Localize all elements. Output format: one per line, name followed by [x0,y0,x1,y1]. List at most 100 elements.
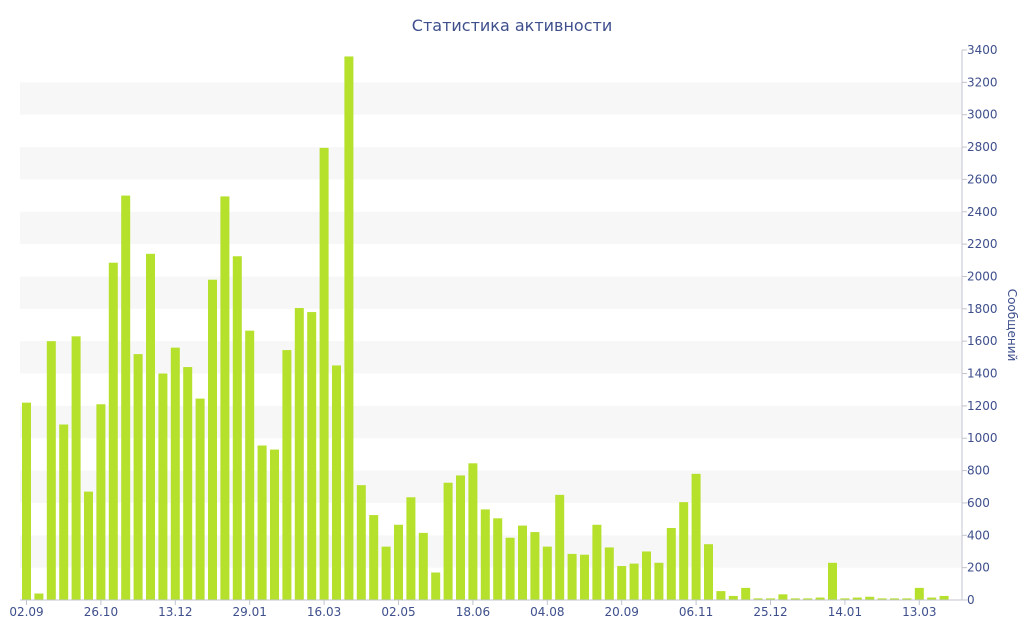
bar [927,597,937,600]
y-tick-label: 0 [967,593,975,607]
bar [518,525,527,600]
grid-band [20,82,962,115]
chart-title: Статистика активности [412,16,612,35]
bar [307,312,317,600]
y-tick-label: 1600 [967,334,998,348]
y-tick-label: 1200 [967,399,998,413]
x-tick-label: 16.03 [307,605,341,619]
bar [604,547,614,600]
x-tick-label: 26.10 [84,605,118,619]
bar [852,597,862,600]
bar [431,572,441,600]
bar [815,597,825,600]
bar [741,587,751,600]
x-tick-label: 06.11 [679,605,713,619]
y-tick-label: 200 [967,561,990,575]
bar [567,553,577,600]
bar [232,256,242,600]
y-tick-label: 3200 [967,75,998,89]
bar [84,491,93,600]
bar [418,532,428,600]
bar [381,546,391,600]
grid-band [20,211,962,245]
bar [493,518,503,600]
bar [34,593,44,600]
bar [778,594,788,600]
bar [108,262,118,600]
bar [183,367,193,600]
x-tick-label: 02.09 [9,605,43,619]
y-axis-ticks: 0 200 400 600 800 1000 1200 1400 1600 1800 2000 220… [962,43,998,607]
y-tick-label: 1000 [967,431,998,445]
bar [890,598,899,600]
bar [542,546,552,600]
bar [828,562,837,600]
bar [691,473,701,600]
bar [294,308,304,600]
x-tick-label: 04.08 [530,605,564,619]
grid-band [20,276,962,309]
x-tick-label: 29.01 [233,605,267,619]
bar [146,253,155,600]
bar [666,528,676,600]
grid-bands [20,82,962,568]
bar [914,587,924,600]
bar [344,56,354,601]
y-tick-label: 800 [967,464,990,478]
bar [59,424,69,600]
y-tick-label: 600 [967,496,990,510]
y-tick-label: 1400 [967,367,998,381]
bar [505,537,515,600]
bar [865,596,875,600]
y-axis-label: Сообщений [1005,289,1019,362]
x-tick-label: 25.12 [753,605,787,619]
bar [158,373,168,600]
bar [654,562,664,600]
x-tick-label: 13.12 [158,605,192,619]
bar [939,595,949,600]
y-tick-label: 2600 [967,172,998,186]
x-tick-label: 18.06 [456,605,490,619]
bar [394,524,403,600]
bar [716,591,726,600]
y-tick-label: 3000 [967,108,998,122]
bar [46,341,56,600]
bar [270,449,279,600]
bar [468,463,478,600]
bar [245,330,255,600]
bar [480,509,490,600]
bar [728,595,738,600]
grid-band [20,147,962,180]
bar [642,551,651,600]
bar [456,475,465,600]
x-axis-ticks: 02.09 26.10 13.12 29.01 16.03 02.05 18.06 04.08… [9,600,936,619]
bar [356,485,366,600]
bar [257,445,267,600]
bar [195,398,205,600]
bar [555,494,565,600]
bar [877,598,887,600]
grid-band [20,341,962,374]
y-tick-label: 2400 [967,205,998,219]
bar [71,336,81,600]
y-tick-label: 2800 [967,140,998,154]
bar [592,524,602,600]
bar [96,404,106,600]
bar [369,515,379,600]
x-tick-label: 20.09 [605,605,639,619]
bar [332,365,341,600]
y-tick-label: 3400 [967,43,998,57]
bar [530,532,540,600]
bar [790,598,800,600]
x-tick-label: 13.03 [902,605,936,619]
bar [208,279,217,600]
bar [121,195,131,600]
bar [679,502,689,600]
bar [753,598,763,600]
bar [22,402,31,600]
x-tick-label: 02.05 [381,605,415,619]
bar [629,563,639,600]
bar [803,598,813,600]
